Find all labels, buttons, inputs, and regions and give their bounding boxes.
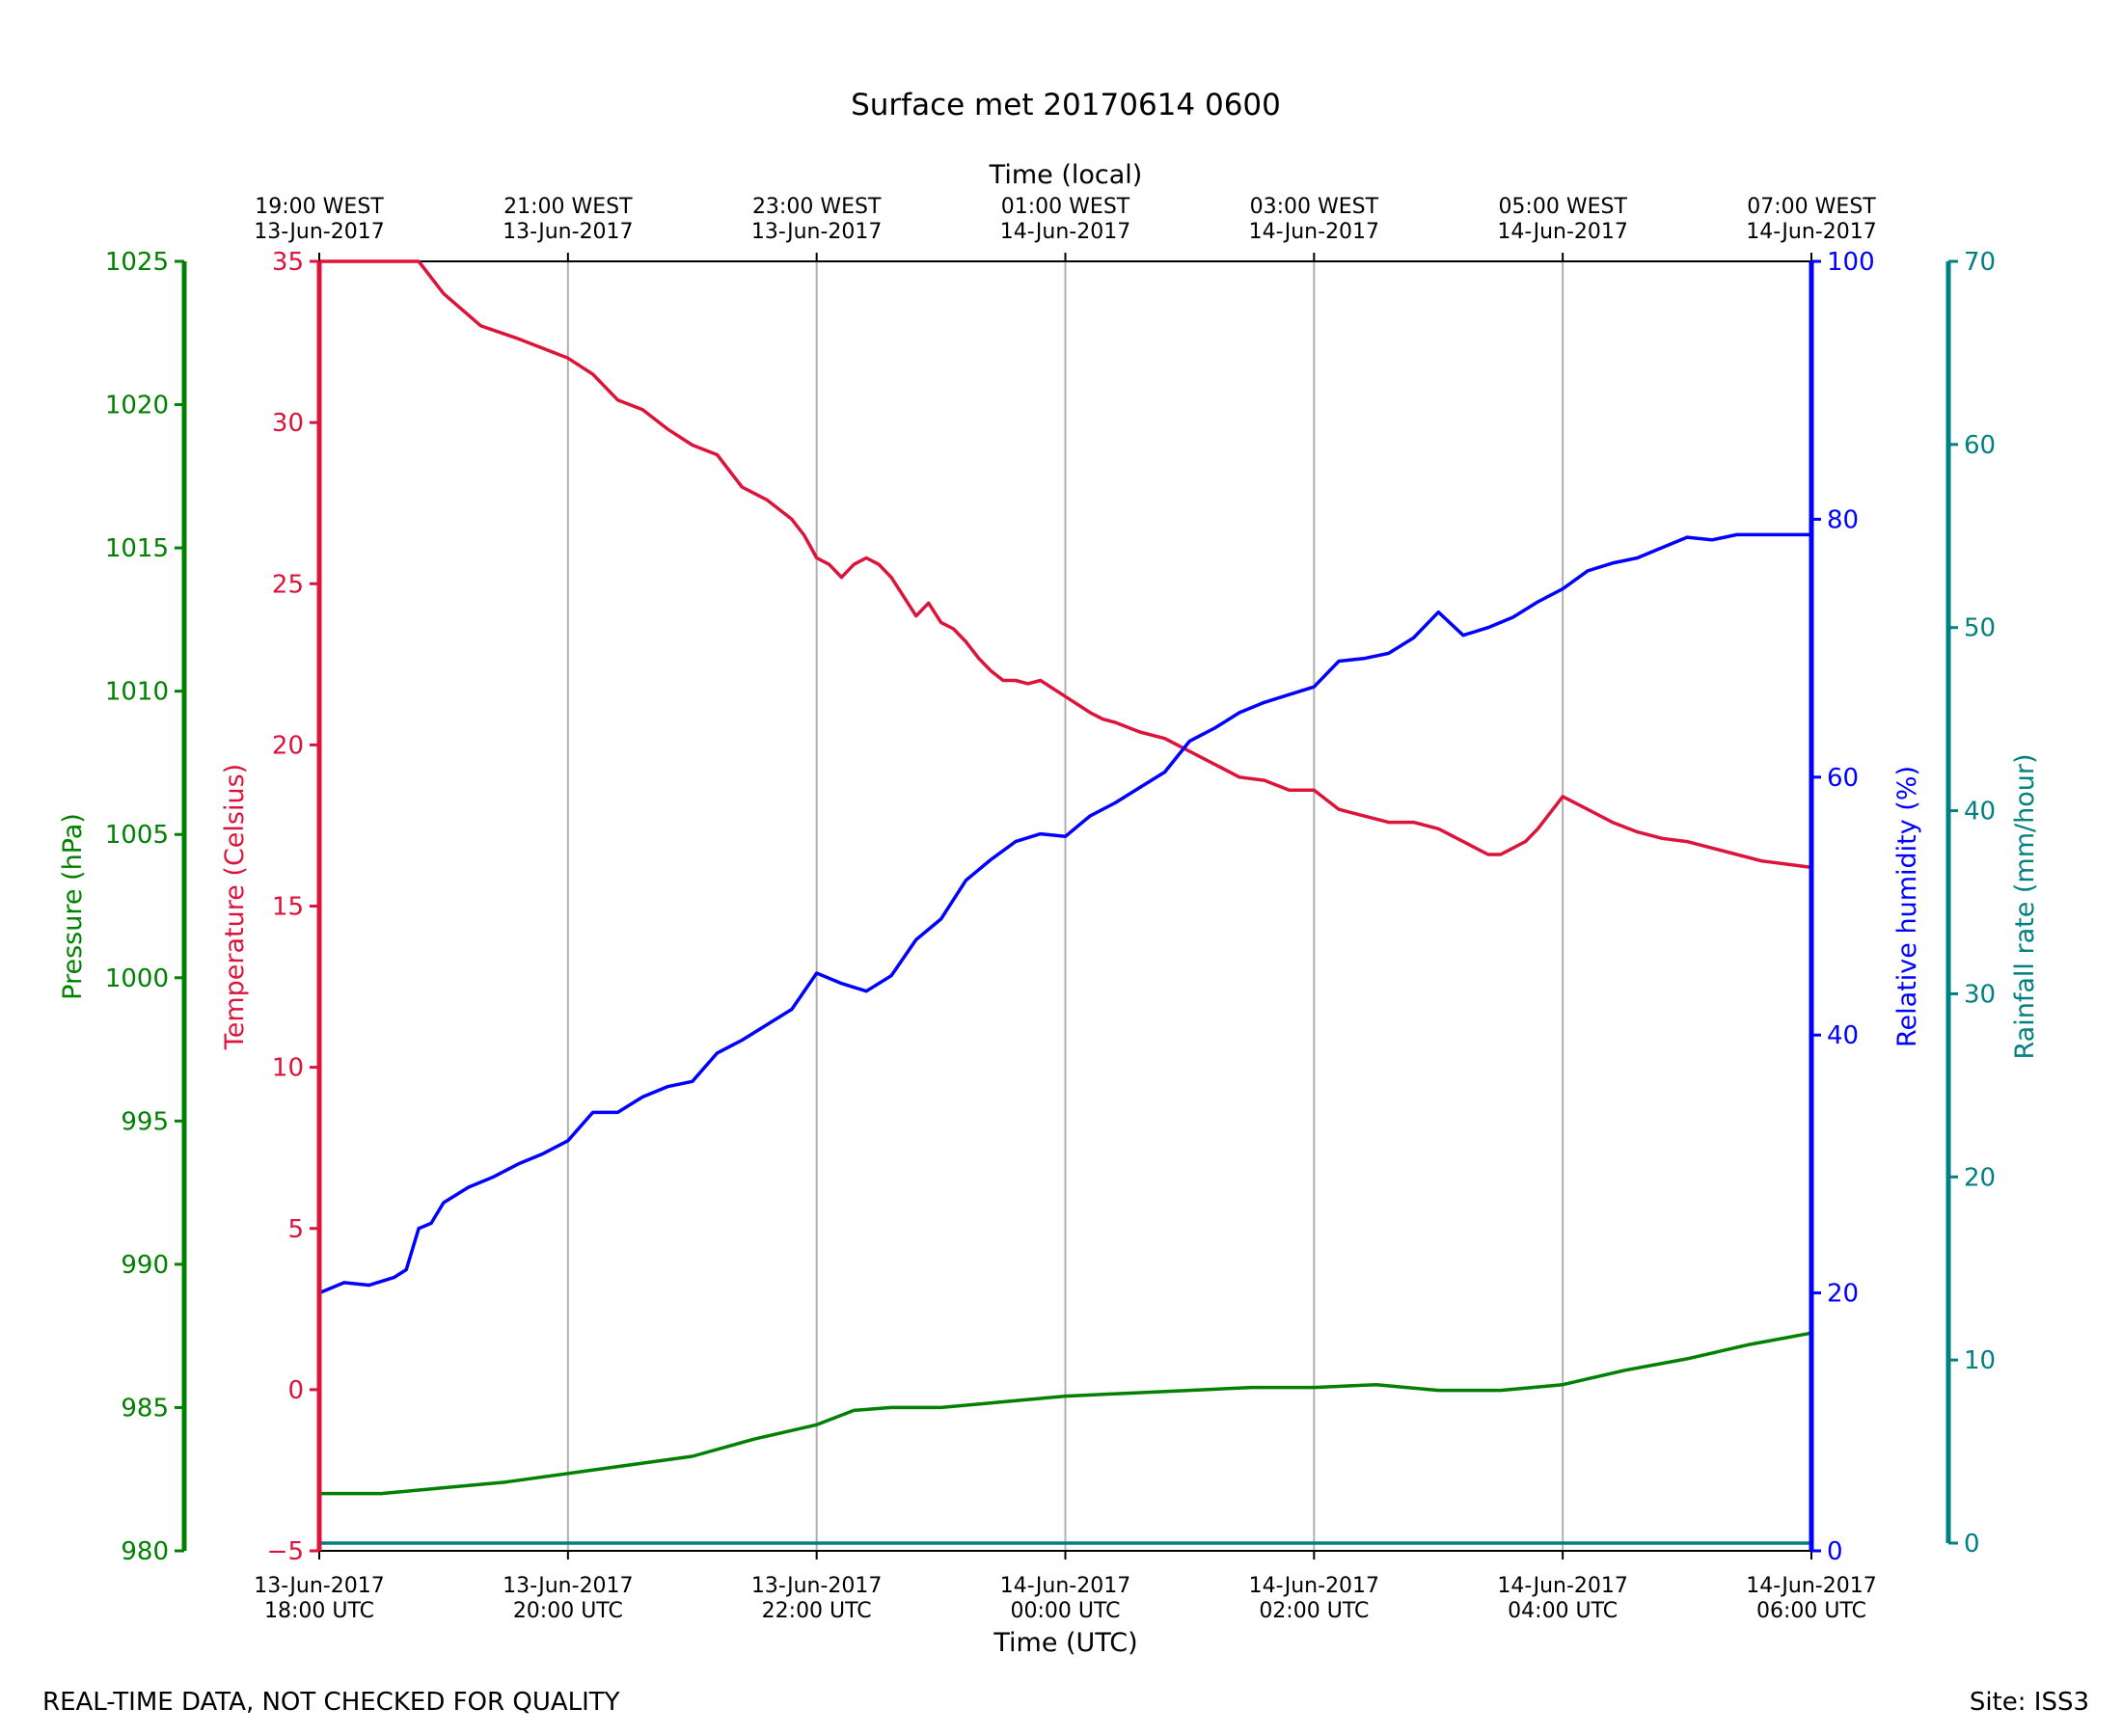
- footer-site: Site: ISS3: [1970, 1688, 2089, 1717]
- top-tick-label-time-4: 03:00 WEST: [1250, 195, 1379, 219]
- humidity-tick-label-1: 20: [1827, 1280, 1859, 1309]
- top-tick-label-time-3: 01:00 WEST: [1001, 195, 1130, 219]
- top-tick-label-date-1: 13-Jun-2017: [503, 220, 633, 244]
- chart-title: Surface met 20170614 0600: [851, 88, 1281, 122]
- x-tick-label-time-5: 04:00 UTC: [1508, 1599, 1618, 1623]
- rainfall-tick-label-1: 10: [1964, 1346, 1996, 1375]
- x-tick-label-date-3: 14-Jun-2017: [1000, 1574, 1130, 1598]
- x-tick-label-date-2: 13-Jun-2017: [751, 1574, 882, 1598]
- pressure-tick-label-1: 985: [121, 1394, 169, 1423]
- rainfall-tick-label-3: 30: [1964, 980, 1996, 1009]
- top-tick-label-time-0: 19:00 WEST: [255, 195, 384, 219]
- top-tick-label-date-4: 14-Jun-2017: [1249, 220, 1379, 244]
- top-tick-label-date-6: 14-Jun-2017: [1746, 220, 1876, 244]
- humidity-tick-label-2: 40: [1827, 1021, 1859, 1050]
- rainfall-tick-label-4: 40: [1964, 798, 1996, 827]
- pressure-tick-label-8: 1020: [105, 392, 169, 420]
- rainfall-tick-label-6: 60: [1964, 431, 1996, 460]
- pressure-axis-label: Pressure (hPa): [58, 813, 88, 1000]
- pressure-tick-label-6: 1010: [105, 678, 169, 707]
- top-axis-label: Time (local): [989, 160, 1143, 190]
- x-tick-label-time-4: 02:00 UTC: [1259, 1599, 1369, 1623]
- rainfall-tick-label-2: 20: [1964, 1163, 1996, 1192]
- top-tick-label-date-3: 14-Jun-2017: [1000, 220, 1130, 244]
- temperature-series-line: [319, 259, 1812, 870]
- x-tick-label-date-6: 14-Jun-2017: [1746, 1574, 1876, 1598]
- x-tick-label-time-1: 20:00 UTC: [513, 1599, 623, 1623]
- temperature-tick-label-5: 20: [272, 731, 304, 760]
- temperature-axis-label: Temperature (Celsius): [220, 764, 250, 1050]
- humidity-axis-label: Relative humidity (%): [1892, 766, 1922, 1047]
- rainfall-tick-label-7: 70: [1964, 248, 1996, 277]
- temperature-tick-label-6: 25: [272, 570, 304, 599]
- temperature-tick-label-7: 30: [272, 409, 304, 438]
- humidity-tick-label-4: 80: [1827, 505, 1859, 534]
- pressure-tick-label-0: 980: [121, 1537, 169, 1566]
- temperature-tick-label-0: −5: [267, 1537, 304, 1566]
- humidity-tick-label-5: 100: [1827, 248, 1875, 277]
- temperature-tick-label-2: 5: [287, 1215, 304, 1244]
- pressure-tick-label-9: 1025: [105, 248, 169, 277]
- x-tick-label-time-0: 18:00 UTC: [264, 1599, 374, 1623]
- top-tick-label-time-2: 23:00 WEST: [752, 195, 882, 219]
- rainfall-axis-label: Rainfall rate (mm/hour): [2010, 754, 2040, 1060]
- temperature-tick-label-8: 35: [272, 248, 304, 277]
- pressure-tick-label-7: 1015: [105, 534, 169, 563]
- grid-lines: [566, 261, 1564, 1551]
- x-tick-label-date-5: 14-Jun-2017: [1497, 1574, 1627, 1598]
- top-tick-label-time-5: 05:00 WEST: [1498, 195, 1627, 219]
- x-tick-label-date-1: 13-Jun-2017: [503, 1574, 633, 1598]
- pressure-series-line: [319, 1331, 1812, 1496]
- pressure-tick-label-5: 1005: [105, 821, 169, 850]
- temperature-tick-label-4: 15: [272, 893, 304, 922]
- series-layer: [318, 259, 1812, 1545]
- temperature-tick-label-3: 10: [272, 1054, 304, 1083]
- x-axis-label: Time (UTC): [993, 1628, 1137, 1658]
- top-tick-label-date-5: 14-Jun-2017: [1497, 220, 1627, 244]
- x-tick-label-time-3: 00:00 UTC: [1010, 1599, 1120, 1623]
- pressure-tick-label-3: 995: [121, 1107, 169, 1136]
- top-tick-label-date-0: 13-Jun-2017: [254, 220, 384, 244]
- pressure-tick-label-4: 1000: [105, 964, 169, 993]
- pressure-tick-label-2: 990: [121, 1251, 169, 1280]
- humidity-tick-label-0: 0: [1827, 1537, 1843, 1566]
- x-tick-label-date-0: 13-Jun-2017: [254, 1574, 384, 1598]
- top-tick-label-time-1: 21:00 WEST: [503, 195, 633, 219]
- x-tick-label-time-6: 06:00 UTC: [1756, 1599, 1866, 1623]
- humidity-series-line: [318, 532, 1811, 1295]
- temperature-tick-label-1: 0: [287, 1376, 304, 1405]
- x-tick-label-time-2: 22:00 UTC: [762, 1599, 872, 1623]
- x-tick-label-date-4: 14-Jun-2017: [1249, 1574, 1379, 1598]
- rainfall-tick-label-0: 0: [1964, 1530, 1980, 1559]
- footer-quality-note: REAL-TIME DATA, NOT CHECKED FOR QUALITY: [42, 1688, 620, 1717]
- humidity-tick-label-3: 60: [1827, 764, 1859, 793]
- top-tick-label-time-6: 07:00 WEST: [1747, 195, 1876, 219]
- rainfall-tick-label-5: 50: [1964, 614, 1996, 643]
- top-tick-label-date-2: 13-Jun-2017: [751, 220, 882, 244]
